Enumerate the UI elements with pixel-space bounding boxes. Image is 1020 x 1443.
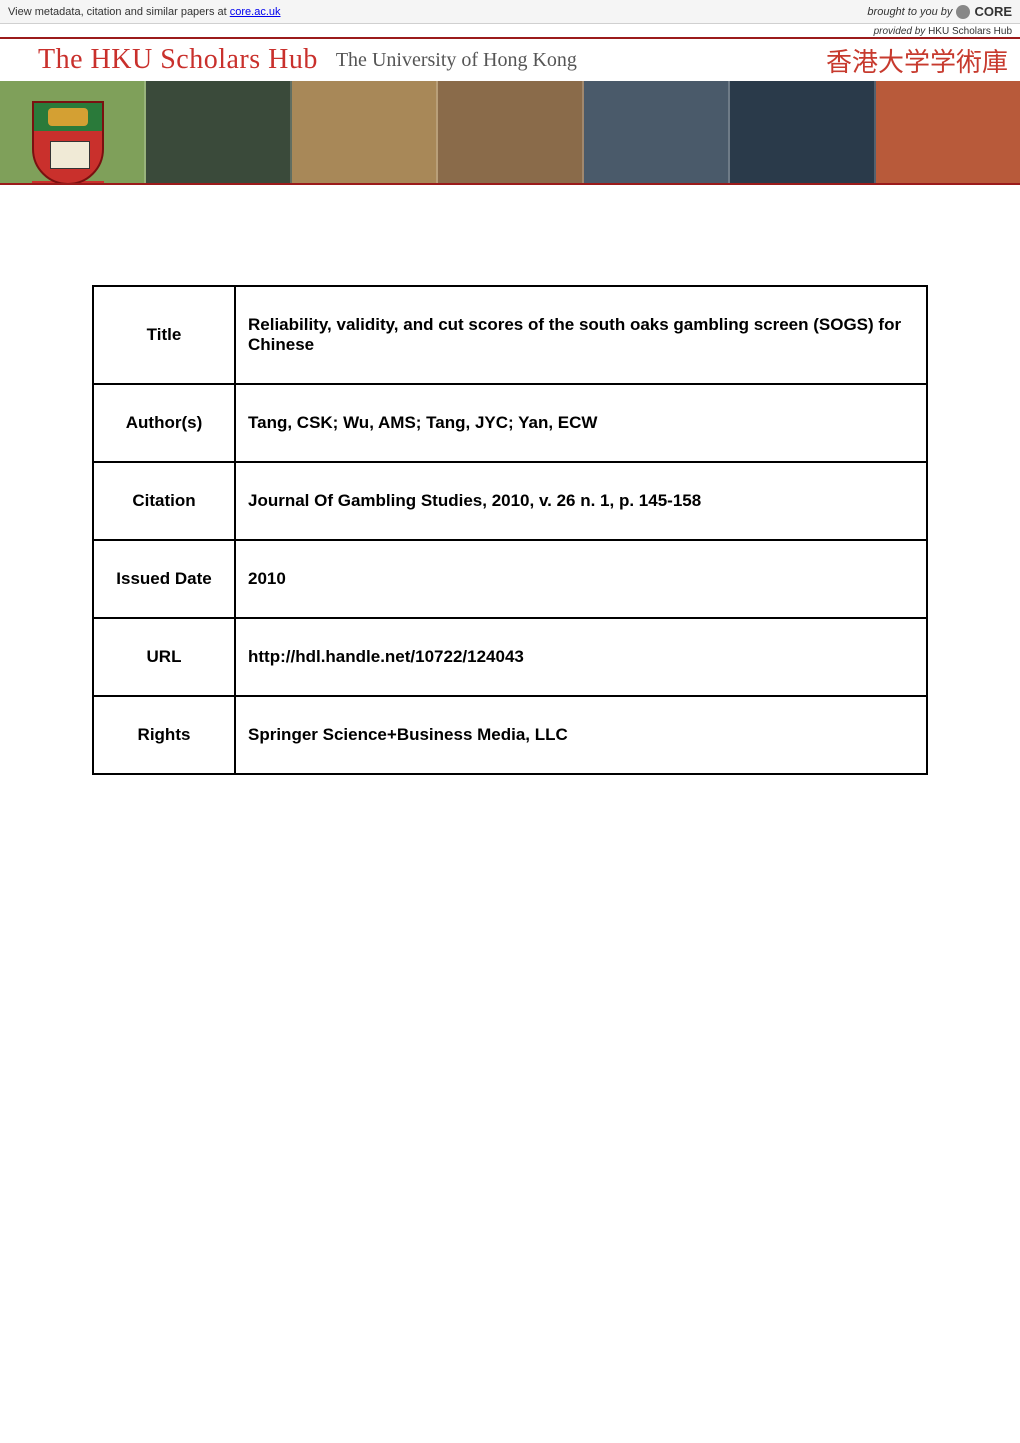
collage-panel (146, 81, 292, 185)
core-link[interactable]: core.ac.uk (230, 6, 281, 18)
value-title: Reliability, validity, and cut scores of… (235, 286, 927, 384)
label-issued-date: Issued Date (93, 540, 235, 618)
metadata-table: Title Reliability, validity, and cut sco… (92, 285, 928, 775)
lion-icon (48, 108, 88, 126)
collage-panel (292, 81, 438, 185)
value-authors: Tang, CSK; Wu, AMS; Tang, JYC; Yan, ECW (235, 384, 927, 462)
table-row: Title Reliability, validity, and cut sco… (93, 286, 927, 384)
provided-source: HKU Scholars Hub (928, 26, 1012, 37)
label-authors: Author(s) (93, 384, 235, 462)
label-rights: Rights (93, 696, 235, 774)
university-name: The University of Hong Kong (336, 49, 577, 72)
core-brand: CORE (974, 4, 1012, 19)
table-row: Rights Springer Science+Business Media, … (93, 696, 927, 774)
collage-panel (438, 81, 584, 185)
table-row: Issued Date 2010 (93, 540, 927, 618)
core-topbar: View metadata, citation and similar pape… (0, 0, 1020, 24)
label-url: URL (93, 618, 235, 696)
label-title: Title (93, 286, 235, 384)
collage-panel (730, 81, 876, 185)
chinese-title: 香港大学学術庫 (826, 42, 1008, 79)
topbar-prefix: View metadata, citation and similar pape… (8, 6, 230, 18)
crest-shield (32, 101, 104, 185)
value-issued-date: 2010 (235, 540, 927, 618)
collage-panel (876, 81, 1020, 185)
value-rights: Springer Science+Business Media, LLC (235, 696, 927, 774)
hub-title: The HKU Scholars Hub (38, 44, 318, 76)
core-icon (956, 5, 970, 19)
label-citation: Citation (93, 462, 235, 540)
provided-by-line: provided by HKU Scholars Hub (0, 24, 1020, 37)
table-row: Citation Journal Of Gambling Studies, 20… (93, 462, 927, 540)
topbar-right: brought to you by CORE (867, 4, 1012, 19)
topbar-left: View metadata, citation and similar pape… (8, 6, 281, 18)
collage-panel (584, 81, 730, 185)
banner-title-row: The HKU Scholars Hub The University of H… (0, 39, 1020, 81)
crest-book-icon (50, 141, 90, 169)
table-row: URL http://hdl.handle.net/10722/124043 (93, 618, 927, 696)
brought-by-text: brought to you by (867, 6, 952, 18)
header-banner: The HKU Scholars Hub The University of H… (0, 37, 1020, 185)
photo-collage (0, 81, 1020, 185)
crest-top (34, 103, 102, 131)
hku-crest: SAPIENTIA ET VIRTUS (32, 101, 104, 185)
metadata-tbody: Title Reliability, validity, and cut sco… (93, 286, 927, 774)
provided-prefix: provided by (874, 26, 928, 37)
table-row: Author(s) Tang, CSK; Wu, AMS; Tang, JYC;… (93, 384, 927, 462)
value-url: http://hdl.handle.net/10722/124043 (235, 618, 927, 696)
content-area: Title Reliability, validity, and cut sco… (0, 185, 1020, 775)
value-citation: Journal Of Gambling Studies, 2010, v. 26… (235, 462, 927, 540)
